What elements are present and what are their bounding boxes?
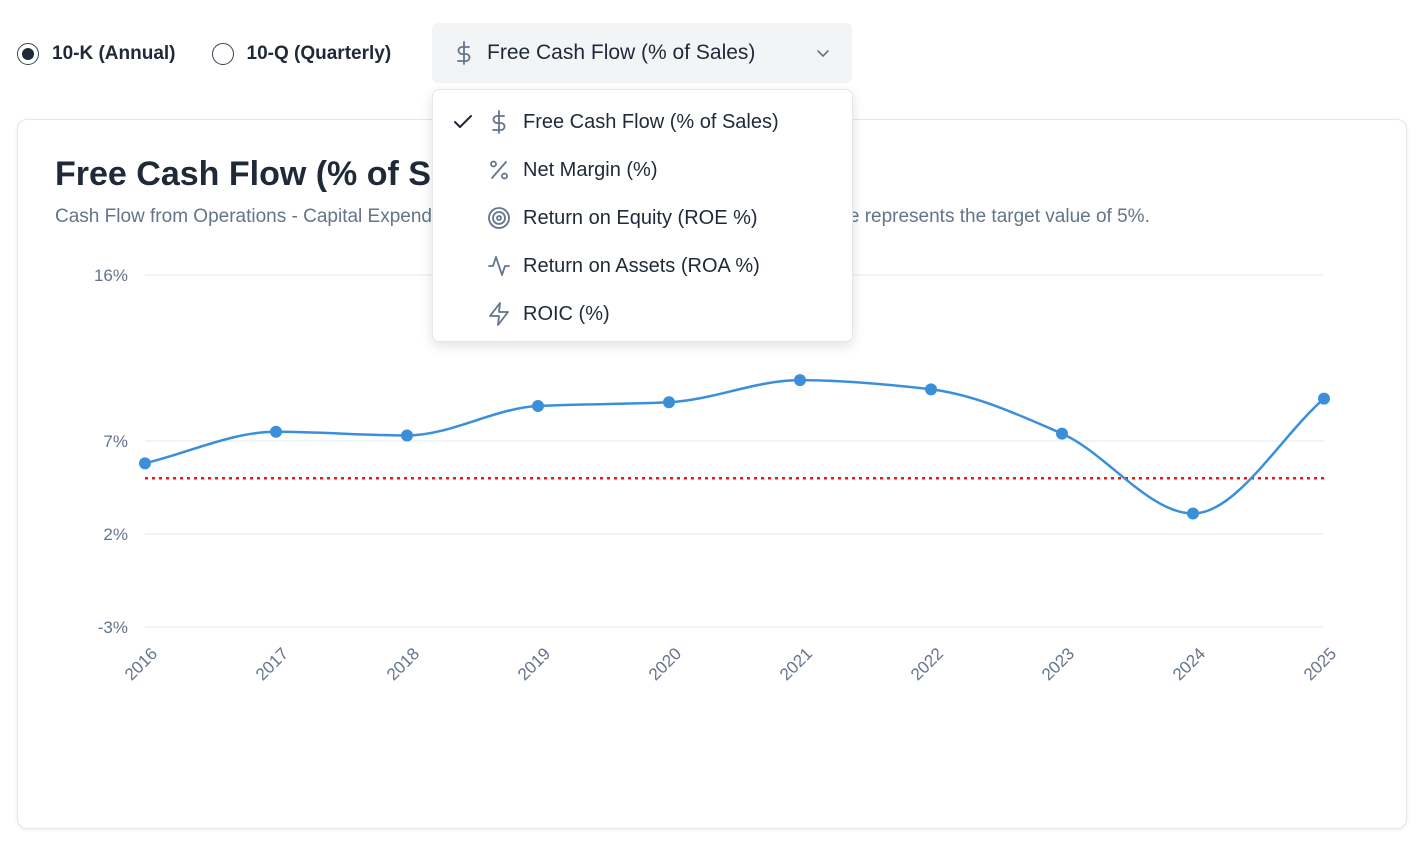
x-tick-label: 2017 [252,644,292,684]
metric-select-value: Free Cash Flow (% of Sales) [487,41,756,64]
menu-item-roe[interactable]: Return on Equity (ROE %) [433,196,852,240]
data-point [1318,392,1330,405]
y-tick-label: -3% [98,618,128,637]
menu-item-label: ROIC (%) [523,303,610,325]
radio-10k-annual[interactable]: 10-K (Annual) [17,43,176,65]
x-tick-label: 2021 [776,644,816,684]
x-tick-label: 2022 [907,644,947,684]
data-point [1056,427,1068,440]
dollar-icon [457,41,471,65]
percent-icon [490,160,508,180]
menu-item-label: Net Margin (%) [523,159,658,181]
check-icon [454,115,472,128]
filing-type-radio-group: 10-K (Annual) 10-Q (Quarterly) [17,40,427,68]
y-tick-label: 7% [103,432,128,451]
x-tick-label: 2019 [514,644,554,684]
menu-item-free-cash-flow[interactable]: Free Cash Flow (% of Sales) [433,100,852,144]
menu-item-roa[interactable]: Return on Assets (ROA %) [433,244,852,288]
x-tick-label: 2025 [1300,644,1340,684]
data-point [1187,507,1199,520]
radio-selected-dot [22,48,34,60]
x-tick-label: 2016 [121,644,161,684]
y-tick-label: 16% [94,266,128,285]
x-tick-label: 2018 [383,644,423,684]
target-icon [488,207,510,229]
dollar-icon [492,110,506,134]
x-tick-label: 2024 [1169,644,1209,684]
radio-10q-circle[interactable] [211,43,234,65]
data-point [532,399,544,412]
data-point [925,383,937,396]
zap-icon [489,302,509,326]
menu-item-label: Return on Equity (ROE %) [523,207,758,229]
activity-icon [488,256,510,276]
data-point [270,425,282,438]
metric-select[interactable]: Free Cash Flow (% of Sales) [432,23,852,83]
menu-item-label: Free Cash Flow (% of Sales) [523,111,779,133]
chevron-down-icon [817,50,829,57]
y-tick-label: 2% [103,525,128,544]
data-point [663,396,675,409]
menu-item-label: Return on Assets (ROA %) [523,255,760,277]
x-tick-label: 2023 [1038,644,1078,684]
radio-10k-circle[interactable] [17,43,39,65]
line-chart: 16% 7% 2% -3% 2016 2017 2018 2019 2020 2021 2022 20… [94,266,1340,684]
data-point [139,457,151,470]
menu-item-net-margin[interactable]: Net Margin (%) [433,148,852,192]
data-point [401,429,413,442]
radio-10q-label[interactable]: 10-Q (Quarterly) [246,43,392,64]
radio-10q-quarterly[interactable]: 10-Q (Quarterly) [211,43,392,65]
menu-item-roic[interactable]: ROIC (%) [433,292,852,336]
series-line [144,378,1325,515]
radio-10k-label[interactable]: 10-K (Annual) [52,43,176,64]
data-point [794,374,806,387]
x-tick-label: 2020 [645,644,685,684]
metric-dropdown-menu: Free Cash Flow (% of Sales) Net Margin (… [432,89,853,342]
